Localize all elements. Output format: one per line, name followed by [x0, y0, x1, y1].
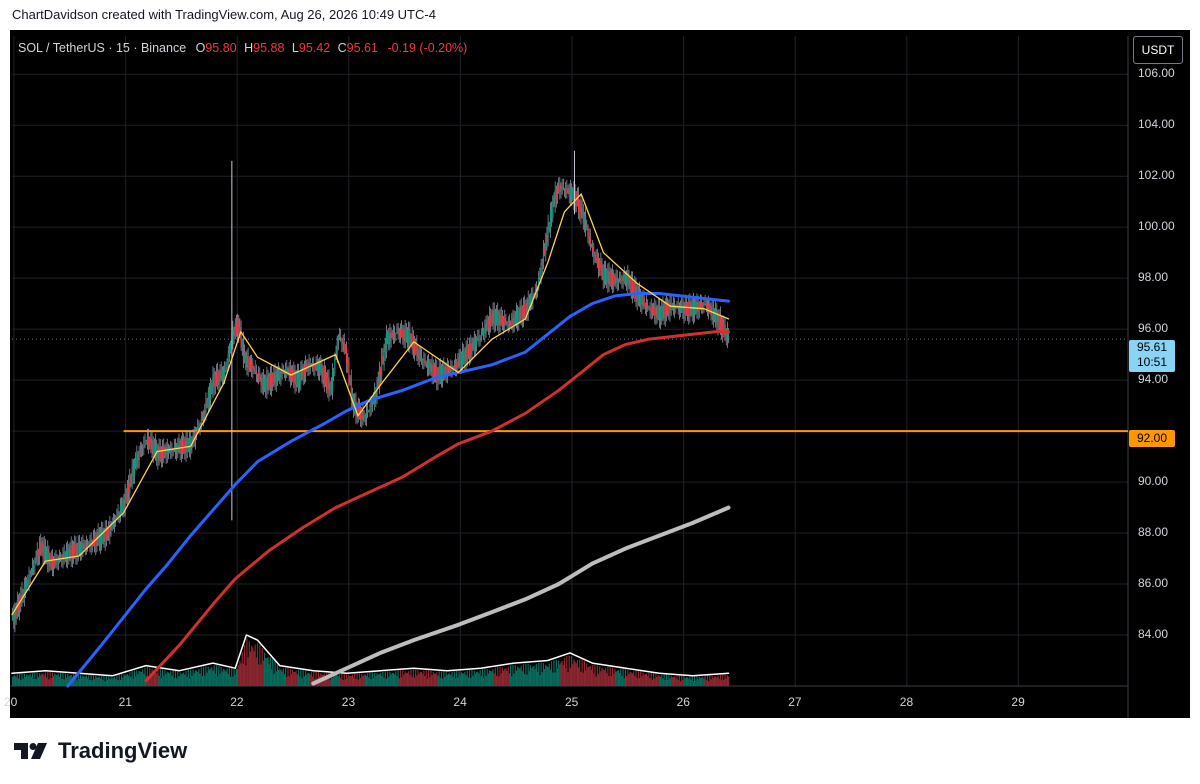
legend-change: -0.19 (-0.20%): [387, 41, 468, 55]
x-tick-label: 22: [230, 695, 244, 709]
x-tick-label: 26: [676, 695, 690, 709]
brand-name: TradingView: [58, 738, 188, 763]
y-tick-label: 90.00: [1138, 474, 1169, 489]
x-tick-label: 28: [899, 695, 914, 709]
y-tick-label: 100.00: [1138, 219, 1175, 234]
chart-frame[interactable]: [10, 30, 1190, 718]
y-tick-label: 86.00: [1138, 576, 1169, 591]
y-tick-label: 88.00: [1138, 525, 1169, 540]
legend-open-value: 95.80: [205, 41, 237, 55]
legend-open-label: O: [195, 41, 206, 55]
legend-high-label: H: [244, 41, 254, 55]
chart-caption: ChartDavidson created with TradingView.c…: [12, 7, 436, 22]
legend-low-label: L: [291, 41, 299, 55]
y-tick-label: 106.00: [1138, 66, 1175, 81]
legend-symbol[interactable]: SOL / TetherUS · 15 · Binance: [18, 41, 187, 55]
last-price-tag: 95.61 10:51: [1129, 340, 1175, 372]
x-tick-label: 25: [565, 695, 579, 709]
x-tick-label: 27: [788, 695, 802, 709]
y-tick-label: 98.00: [1138, 270, 1169, 285]
tradingview-logo[interactable]: TradingView: [14, 738, 187, 764]
legend-low-value: 95.42: [298, 41, 331, 55]
y-tick-label: 96.00: [1138, 321, 1169, 336]
y-tick-label: 104.00: [1138, 117, 1175, 132]
tradingview-logo-icon: [14, 743, 47, 759]
x-tick-label: 23: [341, 695, 356, 709]
y-tick-label: 102.00: [1138, 168, 1175, 183]
x-tick-label: 24: [453, 695, 467, 709]
last-price-value: 95.61: [1136, 340, 1168, 354]
legend-high-value: 95.88: [253, 41, 285, 55]
legend-close-label: C: [337, 41, 347, 55]
chart-legend: SOL / TetherUS · 15 · Binance O95.80 H95…: [18, 41, 467, 55]
x-tick-label: 29: [1011, 695, 1025, 709]
currency-selector[interactable]: USDT: [1133, 36, 1183, 64]
legend-close-value: 95.61: [346, 41, 378, 55]
bar-countdown: 10:51: [1136, 355, 1168, 369]
y-tick-label: 84.00: [1138, 627, 1169, 642]
x-tick-label: 20: [4, 695, 18, 709]
y-tick-label: 94.00: [1138, 372, 1169, 387]
x-tick-label: 21: [118, 695, 132, 709]
horizontal-level-tag: 92.00: [1129, 430, 1175, 447]
